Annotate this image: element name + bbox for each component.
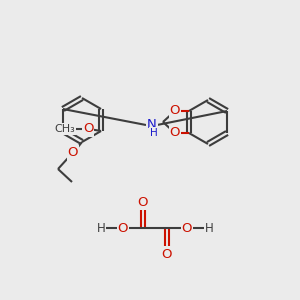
Text: H: H [97,221,105,235]
Text: O: O [162,248,172,260]
Text: H: H [150,128,158,138]
Text: H: H [205,221,213,235]
Text: O: O [118,221,128,235]
Text: O: O [83,122,93,136]
Text: CH₃: CH₃ [55,124,75,134]
Text: O: O [138,196,148,208]
Text: O: O [170,127,180,140]
Text: N: N [147,118,157,131]
Text: O: O [182,221,192,235]
Text: O: O [170,104,180,118]
Text: O: O [68,146,78,160]
